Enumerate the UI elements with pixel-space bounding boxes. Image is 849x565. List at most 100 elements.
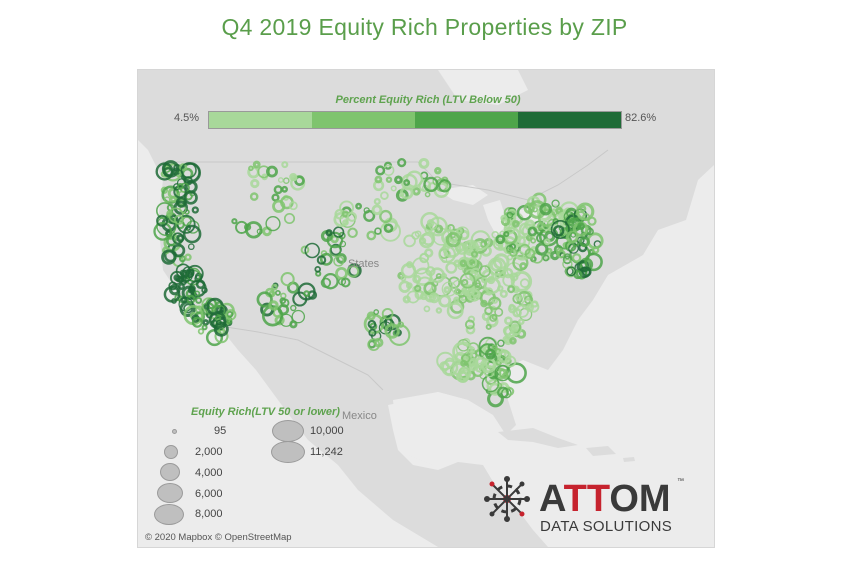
zip-marker[interactable]	[248, 165, 254, 172]
zip-marker[interactable]	[508, 303, 516, 311]
zip-marker[interactable]	[268, 300, 279, 311]
zip-marker[interactable]	[399, 185, 414, 200]
zip-marker[interactable]	[366, 230, 377, 241]
zip-marker[interactable]	[274, 315, 285, 326]
zip-marker[interactable]	[459, 272, 476, 289]
zip-marker[interactable]	[320, 277, 332, 289]
zip-marker[interactable]	[584, 252, 603, 272]
zip-marker[interactable]	[183, 190, 198, 205]
zip-marker[interactable]	[494, 364, 511, 382]
zip-marker[interactable]	[489, 313, 498, 322]
zip-marker[interactable]	[172, 232, 184, 245]
zip-marker[interactable]	[423, 176, 439, 193]
zip-marker[interactable]	[439, 361, 450, 372]
zip-marker[interactable]	[368, 328, 377, 337]
zip-marker[interactable]	[216, 319, 222, 326]
zip-marker[interactable]	[231, 218, 238, 225]
zip-marker[interactable]	[336, 253, 347, 264]
zip-marker[interactable]	[375, 165, 386, 176]
zip-marker[interactable]	[180, 278, 187, 286]
zip-marker[interactable]	[467, 346, 476, 354]
zip-marker[interactable]	[580, 266, 592, 278]
zip-marker[interactable]	[539, 202, 552, 216]
zip-marker[interactable]	[543, 238, 551, 246]
zip-marker[interactable]	[510, 270, 533, 293]
zip-marker[interactable]	[383, 223, 394, 234]
zip-marker[interactable]	[418, 157, 430, 169]
zip-marker[interactable]	[527, 226, 538, 237]
zip-marker[interactable]	[525, 234, 533, 242]
zip-marker[interactable]	[338, 231, 346, 240]
zip-marker[interactable]	[166, 210, 173, 217]
zip-marker[interactable]	[385, 176, 393, 183]
zip-marker[interactable]	[182, 224, 202, 244]
zip-marker[interactable]	[435, 273, 442, 280]
zip-marker[interactable]	[329, 244, 342, 257]
zip-marker[interactable]	[303, 290, 311, 298]
zip-marker[interactable]	[252, 160, 261, 169]
zip-marker[interactable]	[519, 243, 531, 256]
zip-marker[interactable]	[468, 241, 477, 250]
zip-marker[interactable]	[537, 208, 557, 228]
zip-marker[interactable]	[504, 355, 517, 368]
zip-marker[interactable]	[484, 348, 496, 360]
zip-marker[interactable]	[250, 178, 260, 189]
zip-marker[interactable]	[445, 261, 458, 274]
zip-marker[interactable]	[381, 307, 394, 320]
zip-marker[interactable]	[208, 311, 227, 329]
zip-marker[interactable]	[174, 214, 185, 225]
zip-marker[interactable]	[505, 387, 515, 396]
zip-marker[interactable]	[570, 232, 577, 238]
zip-marker[interactable]	[169, 195, 177, 203]
zip-marker[interactable]	[403, 179, 411, 187]
zip-marker[interactable]	[374, 175, 383, 184]
zip-marker[interactable]	[214, 329, 229, 344]
zip-marker[interactable]	[277, 177, 284, 183]
zip-marker[interactable]	[440, 272, 447, 280]
zip-marker[interactable]	[180, 162, 197, 179]
zip-marker[interactable]	[383, 164, 395, 176]
zip-marker[interactable]	[325, 229, 333, 237]
zip-marker[interactable]	[460, 359, 468, 367]
zip-marker[interactable]	[562, 255, 572, 265]
zip-marker[interactable]	[518, 236, 531, 248]
zip-marker[interactable]	[314, 266, 322, 273]
zip-marker[interactable]	[426, 219, 435, 227]
zip-marker[interactable]	[455, 227, 463, 235]
zip-marker[interactable]	[176, 183, 184, 190]
zip-marker[interactable]	[155, 162, 174, 181]
zip-marker[interactable]	[191, 206, 199, 214]
zip-marker[interactable]	[512, 293, 523, 304]
zip-marker[interactable]	[434, 224, 444, 234]
zip-marker[interactable]	[280, 292, 287, 300]
zip-marker[interactable]	[279, 313, 293, 327]
zip-marker[interactable]	[503, 231, 510, 238]
zip-marker[interactable]	[467, 287, 479, 300]
zip-marker[interactable]	[153, 222, 173, 241]
zip-marker[interactable]	[492, 253, 510, 270]
zip-marker[interactable]	[445, 232, 461, 248]
zip-marker[interactable]	[403, 234, 416, 248]
zip-marker[interactable]	[517, 318, 525, 325]
zip-marker[interactable]	[468, 362, 478, 372]
zip-marker[interactable]	[446, 302, 464, 320]
zip-marker[interactable]	[464, 319, 475, 330]
zip-marker[interactable]	[531, 300, 539, 308]
zip-marker[interactable]	[576, 202, 595, 221]
zip-marker[interactable]	[424, 248, 434, 258]
zip-marker[interactable]	[406, 261, 414, 269]
zip-marker[interactable]	[418, 232, 435, 249]
zip-marker[interactable]	[281, 161, 289, 169]
zip-marker[interactable]	[249, 192, 259, 201]
zip-marker[interactable]	[291, 175, 298, 182]
zip-marker[interactable]	[355, 202, 363, 210]
zip-marker[interactable]	[490, 259, 503, 272]
map-canvas[interactable]: Percent Equity Rich (LTV Below 50) 4.5% …	[137, 69, 715, 548]
zip-marker[interactable]	[282, 177, 290, 184]
zip-marker[interactable]	[290, 304, 297, 312]
zip-marker[interactable]	[414, 289, 425, 300]
zip-marker[interactable]	[435, 307, 443, 314]
zip-marker[interactable]	[160, 186, 169, 194]
zip-marker[interactable]	[414, 284, 422, 293]
zip-marker[interactable]	[497, 285, 504, 292]
